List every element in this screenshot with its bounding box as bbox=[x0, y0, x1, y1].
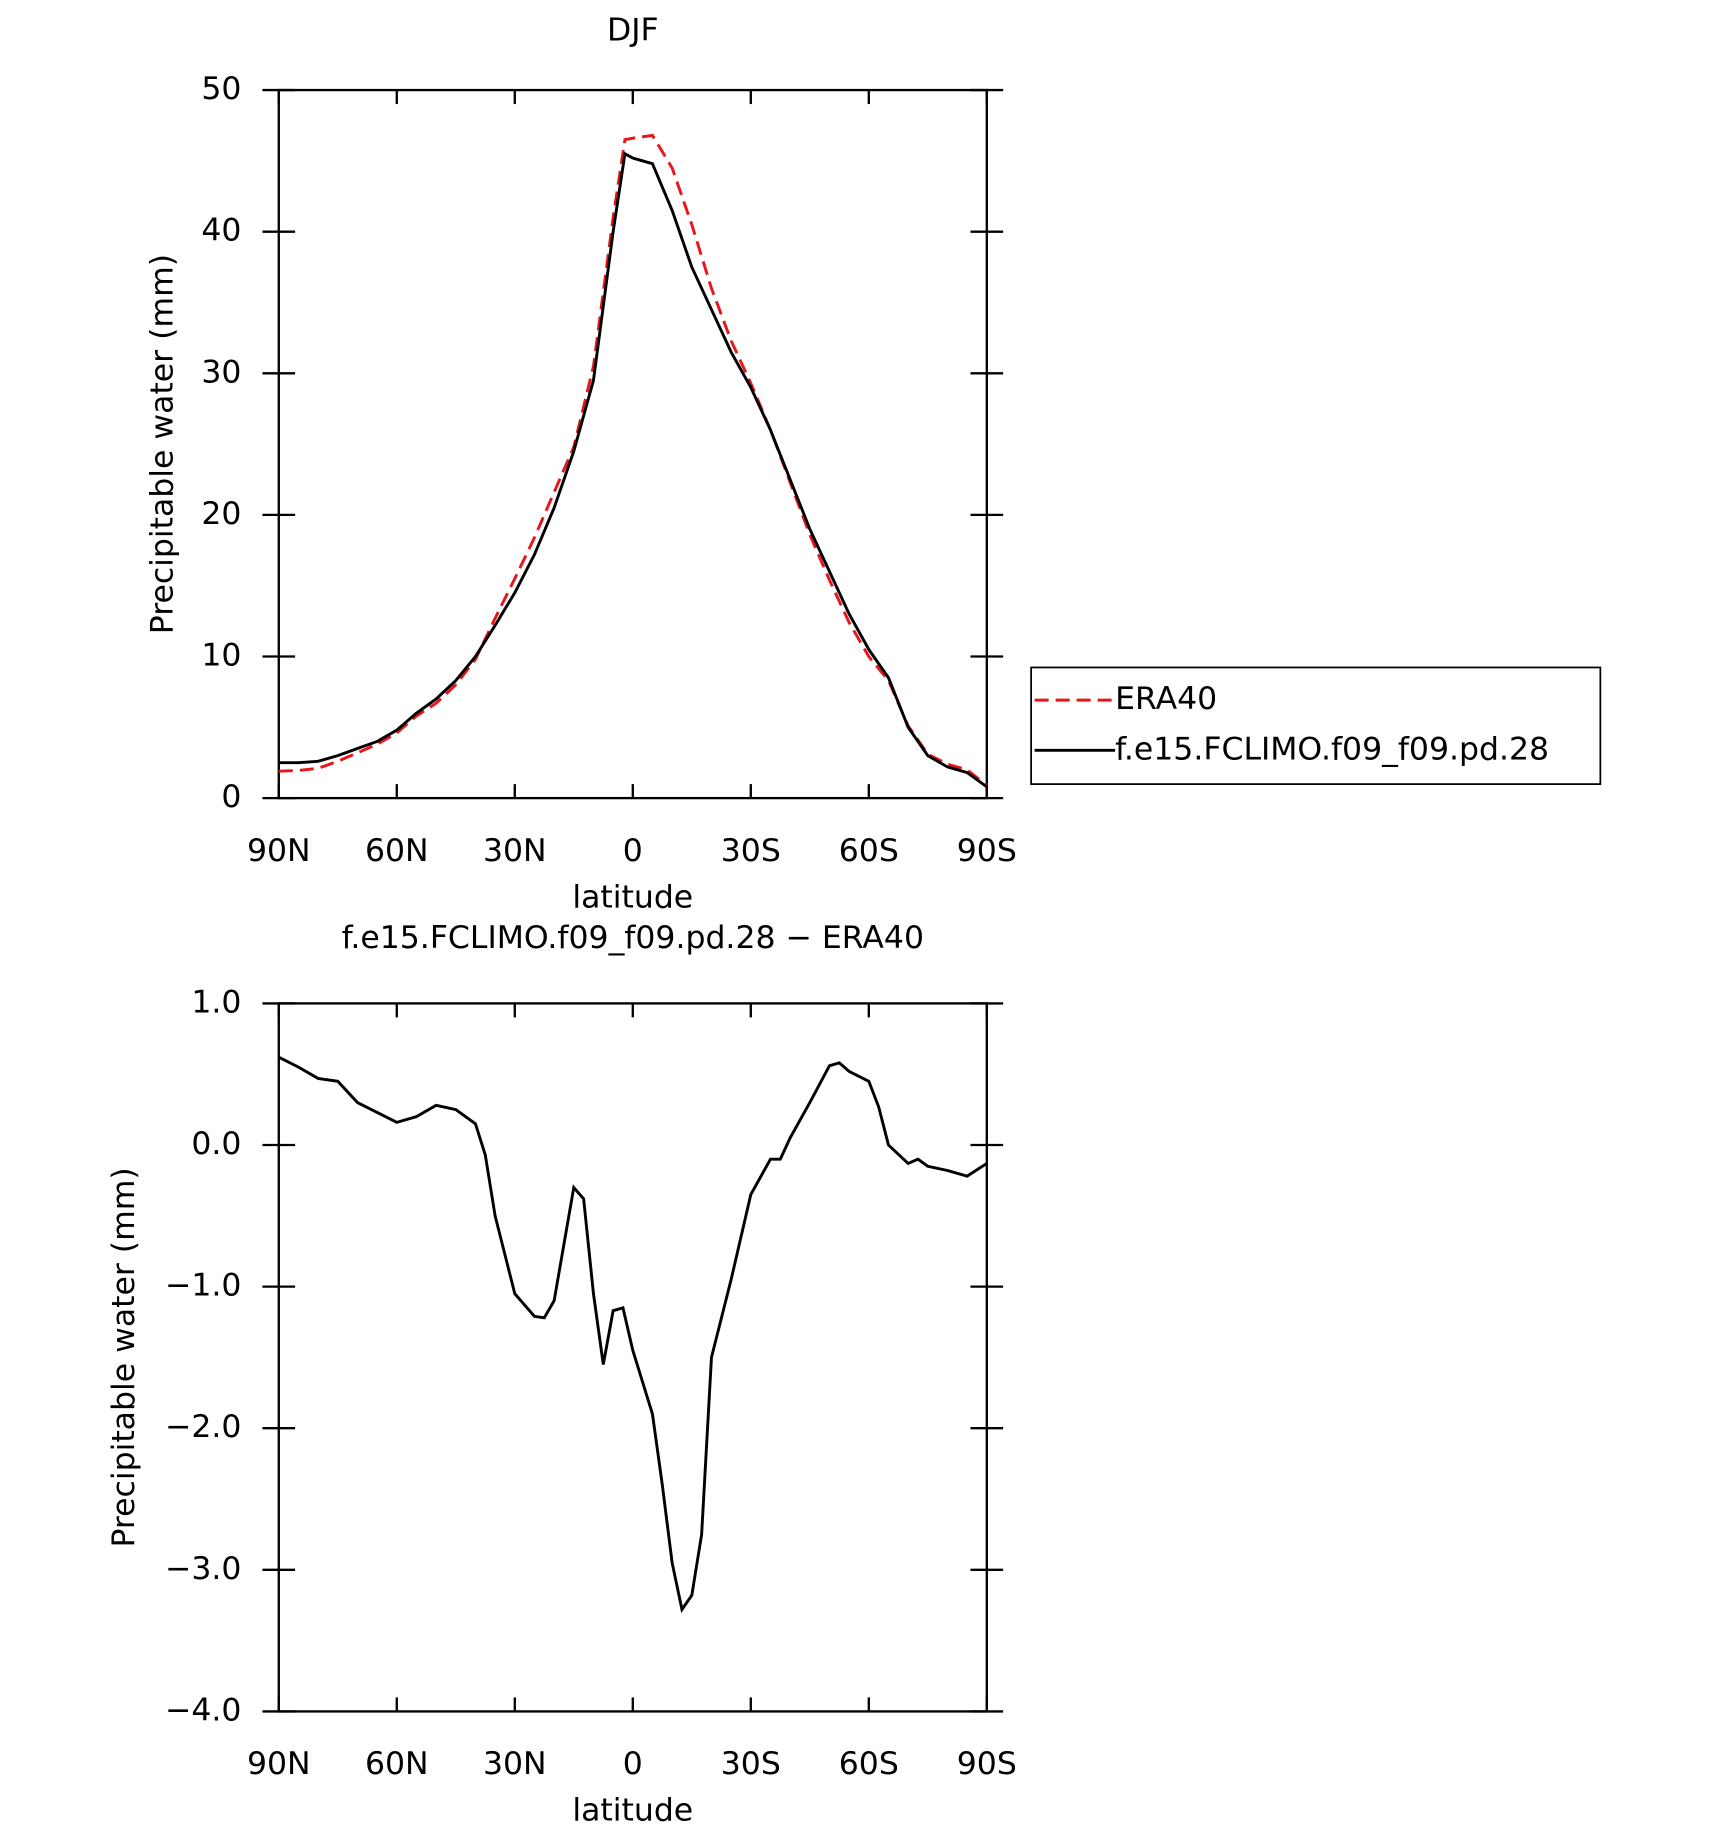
y-tick-label: 40 bbox=[201, 213, 241, 249]
chart-title: f.e15.FCLIMO.f09_f09.pd.28 − ERA40 bbox=[342, 920, 924, 956]
x-tick-label: 30S bbox=[721, 833, 781, 869]
y-tick-label: 10 bbox=[201, 638, 241, 674]
data-line bbox=[278, 133, 988, 787]
x-tick-label: 0 bbox=[623, 833, 643, 869]
y-tick-label: 0 bbox=[221, 779, 241, 815]
y-tick-label: −4.0 bbox=[165, 1692, 241, 1728]
legend-label: f.e15.FCLIMO.f09_f09.pd.28 bbox=[1115, 731, 1549, 767]
x-tick-label: 90S bbox=[957, 1746, 1017, 1782]
x-tick-label: 60N bbox=[365, 1746, 429, 1782]
y-axis-label: Precipitable water (mm) bbox=[106, 1167, 142, 1547]
y-tick-label: 20 bbox=[201, 496, 241, 532]
x-tick-label: 90N bbox=[247, 1746, 311, 1782]
legend-box bbox=[1030, 666, 1602, 785]
x-tick-label: 90N bbox=[247, 833, 311, 869]
x-tick-label: 0 bbox=[623, 1746, 643, 1782]
data-line bbox=[278, 1055, 988, 1614]
x-tick-label: 30N bbox=[483, 833, 547, 869]
x-tick-label: 30S bbox=[721, 1746, 781, 1782]
x-axis-label: latitude bbox=[572, 1793, 693, 1829]
y-tick-label: 1.0 bbox=[191, 984, 241, 1020]
x-tick-label: 60S bbox=[839, 833, 899, 869]
x-axis-label: latitude bbox=[572, 879, 693, 915]
x-tick-label: 60N bbox=[365, 833, 429, 869]
legend-label: ERA40 bbox=[1115, 681, 1217, 717]
y-tick-label: −3.0 bbox=[165, 1551, 241, 1587]
y-tick-label: 30 bbox=[201, 354, 241, 390]
plot-frame bbox=[277, 88, 988, 800]
x-tick-label: 90S bbox=[957, 833, 1017, 869]
x-tick-label: 30N bbox=[483, 1746, 547, 1782]
y-tick-label: 0.0 bbox=[191, 1126, 241, 1162]
y-tick-label: 50 bbox=[201, 71, 241, 107]
y-tick-label: −2.0 bbox=[165, 1409, 241, 1445]
data-line bbox=[278, 151, 988, 788]
y-axis-label: Precipitable water (mm) bbox=[144, 254, 180, 634]
chart-title: DJF bbox=[607, 13, 659, 49]
x-tick-label: 60S bbox=[839, 1746, 899, 1782]
y-tick-label: −1.0 bbox=[165, 1268, 241, 1304]
